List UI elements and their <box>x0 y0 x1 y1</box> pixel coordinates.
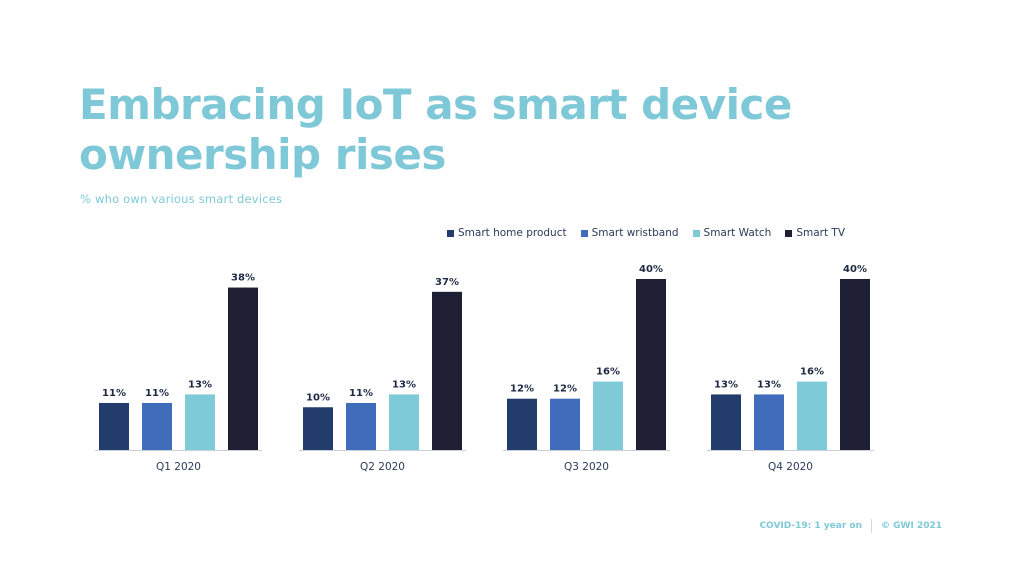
legend-label-smart-home-product: Smart home product <box>458 227 567 239</box>
data-label-smart-home-product-q4-2020: 13% <box>714 379 738 390</box>
legend-label-smart-tv: Smart TV <box>796 227 846 239</box>
bar-smart-home-product-q2-2020 <box>303 407 333 450</box>
bar-smart-tv-q2-2020 <box>432 291 462 450</box>
bar-smart-watch-q1-2020 <box>185 394 215 450</box>
bar-smart-watch-q2-2020 <box>389 394 419 450</box>
data-label-smart-watch-q3-2020: 16% <box>596 367 620 378</box>
bar-smart-watch-q4-2020 <box>797 381 827 450</box>
legend-item-smart-watch: Smart Watch <box>692 227 772 239</box>
bar-smart-home-product-q3-2020 <box>507 398 537 450</box>
x-tick-label-q2-2020: Q2 2020 <box>360 461 405 473</box>
bar-smart-tv-q1-2020 <box>228 287 258 450</box>
legend-label-smart-wristband: Smart wristband <box>591 227 679 239</box>
bar-smart-wristband-q4-2020 <box>754 394 784 450</box>
data-label-smart-home-product-q1-2020: 11% <box>102 388 126 399</box>
footer-divider <box>871 519 873 533</box>
bar-smart-home-product-q1-2020 <box>99 402 129 450</box>
chart-legend: Smart home product Smart wristband Smart… <box>447 227 845 239</box>
footer-copyright: © GWI 2021 <box>881 521 942 531</box>
footer: COVID-19: 1 year on © GWI 2021 <box>759 519 942 533</box>
bar-group-q2-2020: 10% 11% 13% 37% <box>303 277 462 450</box>
x-tick-label-q3-2020: Q3 2020 <box>564 461 609 473</box>
x-tick-label-q1-2020: Q1 2020 <box>156 461 201 473</box>
legend-item-smart-tv: Smart TV <box>785 227 845 239</box>
data-label-smart-wristband-q1-2020: 11% <box>145 388 169 399</box>
data-label-smart-home-product-q2-2020: 10% <box>306 392 330 403</box>
bar-group-q1-2020: 11% 11% 13% 38% <box>99 273 258 450</box>
legend-swatch-smart-watch <box>692 229 700 237</box>
data-label-smart-wristband-q4-2020: 13% <box>757 379 781 390</box>
legend-item-smart-wristband: Smart wristband <box>580 227 679 239</box>
bar-group-q4-2020: 13% 13% 16% 40% <box>711 264 870 450</box>
data-label-smart-watch-q2-2020: 13% <box>392 379 416 390</box>
bar-smart-watch-q3-2020 <box>593 381 623 450</box>
bar-smart-tv-q3-2020 <box>636 279 666 450</box>
x-tick-label-q4-2020: Q4 2020 <box>768 461 813 473</box>
data-label-smart-tv-q4-2020: 40% <box>843 264 867 275</box>
legend-item-smart-home-product: Smart home product <box>447 227 567 239</box>
legend-swatch-smart-wristband <box>580 229 588 237</box>
bar-smart-wristband-q1-2020 <box>142 402 172 450</box>
data-label-smart-tv-q1-2020: 38% <box>231 273 255 284</box>
bar-smart-home-product-q4-2020 <box>711 394 741 450</box>
data-label-smart-wristband-q3-2020: 12% <box>553 384 577 395</box>
bar-smart-wristband-q2-2020 <box>346 402 376 450</box>
legend-swatch-smart-home-product <box>447 229 454 237</box>
legend-swatch-smart-tv <box>785 229 793 237</box>
data-label-smart-watch-q4-2020: 16% <box>800 367 824 378</box>
data-label-smart-watch-q1-2020: 13% <box>188 379 212 390</box>
data-label-smart-tv-q2-2020: 37% <box>435 277 459 288</box>
data-label-smart-wristband-q2-2020: 11% <box>349 388 373 399</box>
legend-label-smart-watch: Smart Watch <box>703 227 772 239</box>
data-label-smart-home-product-q3-2020: 12% <box>510 384 534 395</box>
chart-title: Embracing IoT as smart device ownership … <box>79 80 792 179</box>
bar-smart-wristband-q3-2020 <box>550 398 580 450</box>
data-label-smart-tv-q3-2020: 40% <box>639 264 663 275</box>
bar-group-q3-2020: 12% 12% 16% 40% <box>507 264 666 450</box>
bar-smart-tv-q4-2020 <box>840 279 870 450</box>
footer-source-label: COVID-19: 1 year on <box>759 521 863 531</box>
chart-subtitle: % who own various smart devices <box>80 192 283 206</box>
